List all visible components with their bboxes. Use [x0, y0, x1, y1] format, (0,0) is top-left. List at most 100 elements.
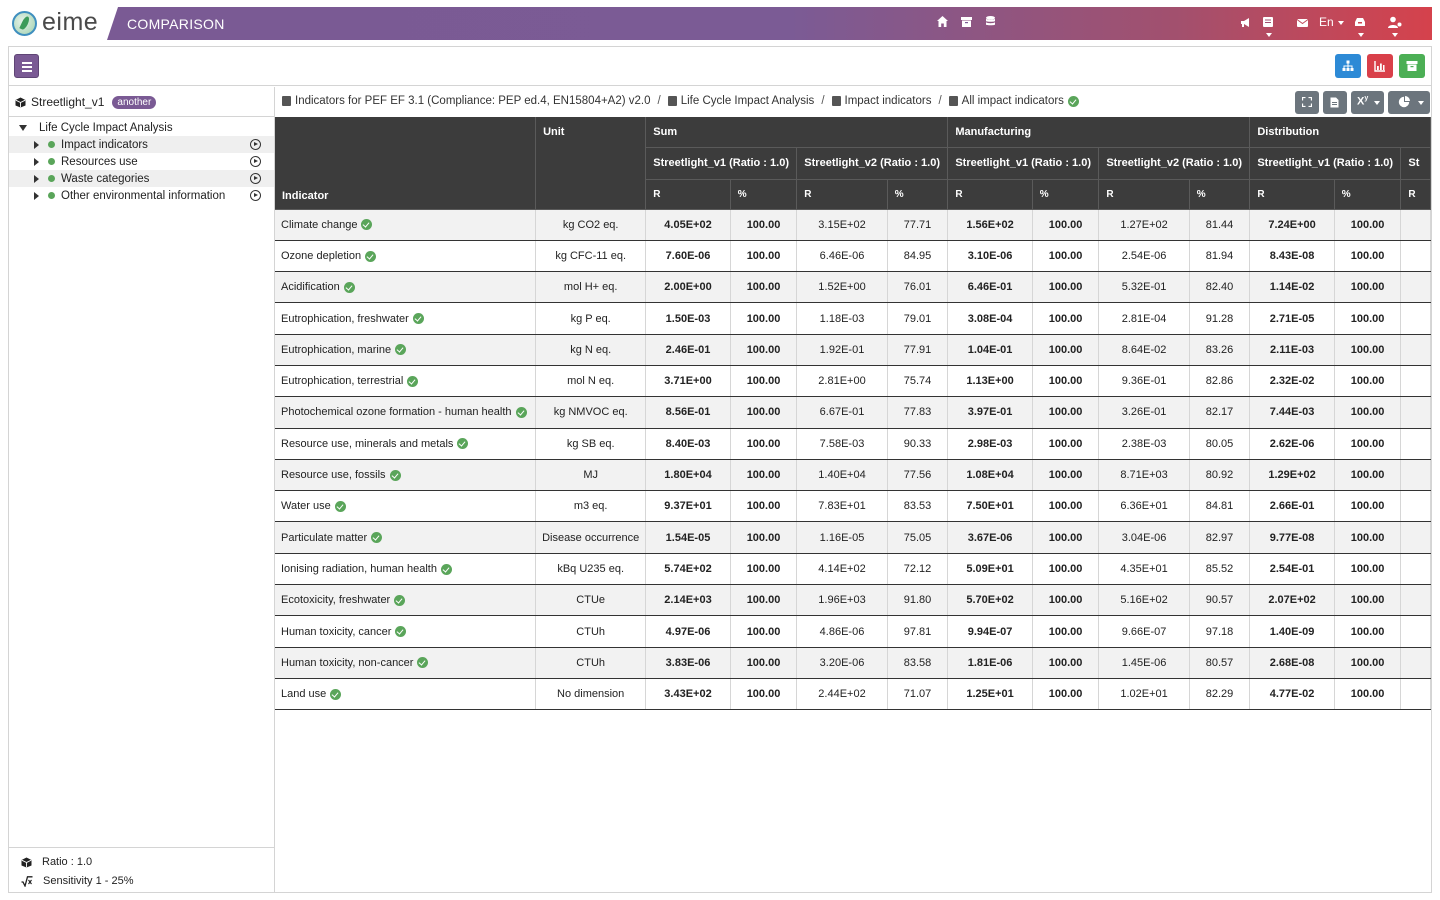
value-cell: 84.81 [1189, 490, 1251, 523]
tree-item-resources-use[interactable]: Resources use [9, 153, 274, 170]
table-row[interactable]: Ecotoxicity, freshwater CTUe 2.14E+03 100.0… [275, 584, 1431, 617]
value-header[interactable]: % [730, 179, 798, 210]
value-header[interactable]: % [887, 179, 949, 210]
value-cell: 100.00 [730, 209, 798, 241]
table-row[interactable]: Human toxicity, cancer CTUh 4.97E-06 100.00… [275, 615, 1431, 648]
bullhorn-icon[interactable] [1239, 16, 1252, 29]
indicator-cell[interactable]: Ozone depletion [275, 240, 537, 273]
table-row[interactable]: Photochemical ozone formation - human he… [275, 396, 1431, 429]
table-row[interactable]: Ozone depletion kg CFC-11 eq. 7.60E-06 100.… [275, 240, 1431, 273]
value-cell: 80.05 [1189, 428, 1251, 460]
indicator-cell[interactable]: Particulate matter [275, 521, 537, 554]
archive-icon[interactable] [960, 15, 973, 28]
project-badge: another [112, 95, 157, 109]
value-cell: 71.07 [887, 678, 949, 711]
table-row[interactable]: Human toxicity, non-cancer CTUh 3.83E-06 10… [275, 647, 1431, 679]
indicator-cell[interactable]: Land use [275, 678, 537, 711]
caret-down-icon[interactable] [19, 124, 27, 131]
indicator-cell[interactable]: Water use [275, 490, 537, 523]
indicator-cell[interactable]: Human toxicity, non-cancer [275, 647, 537, 679]
inbox-dropdown[interactable] [1354, 16, 1378, 29]
value-header[interactable]: R [645, 179, 731, 210]
unit-cell: mol N eq. [535, 365, 647, 398]
value-header[interactable]: R [947, 179, 1033, 210]
list-menu-dropdown[interactable] [1262, 16, 1286, 29]
indicator-cell[interactable]: Ionising radiation, human health [275, 553, 537, 586]
value-cell: 1.16E-05 [796, 521, 888, 554]
column-header-indicator[interactable]: Indicator [275, 117, 537, 210]
table-row[interactable]: Eutrophication, marine kg N eq. 2.46E-01 10… [275, 334, 1431, 366]
table-row[interactable]: Acidification mol H+ eq. 2.00E+00 100.00 1.5… [275, 271, 1431, 304]
breadcrumb-item[interactable]: Indicators for PEF EF 3.1 (Compliance: P… [295, 95, 651, 107]
menu-toggle-button[interactable] [14, 54, 39, 78]
user-cog-dropdown[interactable] [1387, 16, 1414, 29]
indicator-cell[interactable]: Eutrophication, terrestrial [275, 365, 537, 398]
value-header[interactable]: % [1032, 179, 1100, 210]
tree-root[interactable]: Life Cycle Impact Analysis [9, 119, 274, 136]
tree-item-impact-indicators[interactable]: Impact indicators [9, 136, 274, 153]
indicator-cell[interactable]: Climate change [275, 209, 537, 241]
value-cell: 2.62E-06 [1249, 428, 1335, 460]
tree-item-waste-categories[interactable]: Waste categories [9, 170, 274, 187]
fullscreen-button[interactable] [1295, 91, 1319, 114]
value-header[interactable]: R [1098, 179, 1190, 210]
unit-cell: kBq U235 eq. [535, 553, 647, 586]
tree-item-other-environmental-information[interactable]: Other environmental information [9, 187, 274, 204]
caret-right-icon[interactable] [34, 140, 39, 149]
project-name[interactable]: Streetlight_v1 [31, 95, 105, 109]
table-row[interactable]: Particulate matter Disease occurrence 1.54… [275, 521, 1431, 554]
logo[interactable]: eime [8, 7, 118, 40]
indicator-cell[interactable]: Human toxicity, cancer [275, 615, 537, 648]
ratio-info: Ratio : 1.0 [21, 856, 92, 868]
table-row[interactable]: Water use m3 eq. 9.37E+01 100.00 7.83E+01 83.… [275, 490, 1431, 523]
exponent-format-dropdown[interactable]: Xy [1351, 91, 1384, 114]
breadcrumb-item[interactable]: Life Cycle Impact Analysis [680, 95, 815, 107]
table-row[interactable]: Eutrophication, freshwater kg P eq. 1.50E-… [275, 302, 1431, 335]
value-header[interactable]: % [1189, 179, 1251, 210]
value-cell: 90.33 [887, 428, 949, 460]
value-header[interactable]: R [1400, 179, 1431, 210]
value-cell: 100.00 [1032, 365, 1100, 398]
chart-options-dropdown[interactable] [1388, 91, 1430, 114]
play-circle-icon[interactable] [250, 190, 261, 201]
value-cell: 81.44 [1189, 209, 1251, 241]
home-icon[interactable] [936, 15, 949, 28]
value-cell: 72.12 [887, 553, 949, 586]
indicator-cell[interactable]: Eutrophication, marine [275, 334, 537, 366]
value-cell: 1.50E-03 [645, 302, 731, 335]
play-circle-icon[interactable] [250, 139, 261, 150]
table-row[interactable]: Ionising radiation, human health kBq U235… [275, 553, 1431, 586]
play-circle-icon[interactable] [250, 173, 261, 184]
archive-export-button[interactable] [1399, 54, 1425, 78]
indicator-cell[interactable]: Acidification [275, 271, 537, 304]
value-header[interactable]: % [1334, 179, 1402, 210]
language-dropdown[interactable]: En [1319, 15, 1344, 29]
table-row[interactable]: Climate change kg CO2 eq. 4.05E+02 100.00 3.… [275, 209, 1431, 241]
table-row[interactable]: Land use No dimension 3.43E+02 100.00 2.44E+… [275, 678, 1431, 711]
mail-icon[interactable] [1296, 16, 1309, 29]
database-icon[interactable] [984, 15, 997, 28]
caret-right-icon[interactable] [34, 191, 39, 200]
export-file-button[interactable] [1323, 91, 1347, 114]
value-cell: 7.60E-06 [645, 240, 731, 273]
column-header-unit[interactable]: Unit [535, 117, 647, 210]
chart-view-button[interactable] [1367, 54, 1393, 78]
table-row[interactable]: Resource use, minerals and metals kg SB e… [275, 428, 1431, 460]
indicator-cell[interactable]: Resource use, fossils [275, 459, 537, 492]
hierarchy-view-button[interactable] [1335, 54, 1361, 78]
value-cell: 4.14E+02 [796, 553, 888, 586]
value-header[interactable]: R [796, 179, 888, 210]
indicator-cell[interactable]: Eutrophication, freshwater [275, 302, 537, 335]
table-row[interactable]: Resource use, fossils MJ 1.80E+04 100.00 1.4… [275, 459, 1431, 492]
table-row[interactable]: Eutrophication, terrestrial mol N eq. 3.71… [275, 365, 1431, 398]
indicator-cell[interactable]: Resource use, minerals and metals [275, 428, 537, 460]
indicator-cell[interactable]: Photochemical ozone formation - human he… [275, 396, 537, 429]
indicator-cell[interactable]: Ecotoxicity, freshwater [275, 584, 537, 617]
play-circle-icon[interactable] [250, 156, 261, 167]
caret-right-icon[interactable] [34, 174, 39, 183]
breadcrumb-item[interactable]: Impact indicators [844, 95, 932, 107]
value-cell: 2.11E-03 [1249, 334, 1335, 366]
value-header[interactable]: R [1249, 179, 1335, 210]
indicator-name: Water use [281, 500, 331, 513]
caret-right-icon[interactable] [34, 157, 39, 166]
